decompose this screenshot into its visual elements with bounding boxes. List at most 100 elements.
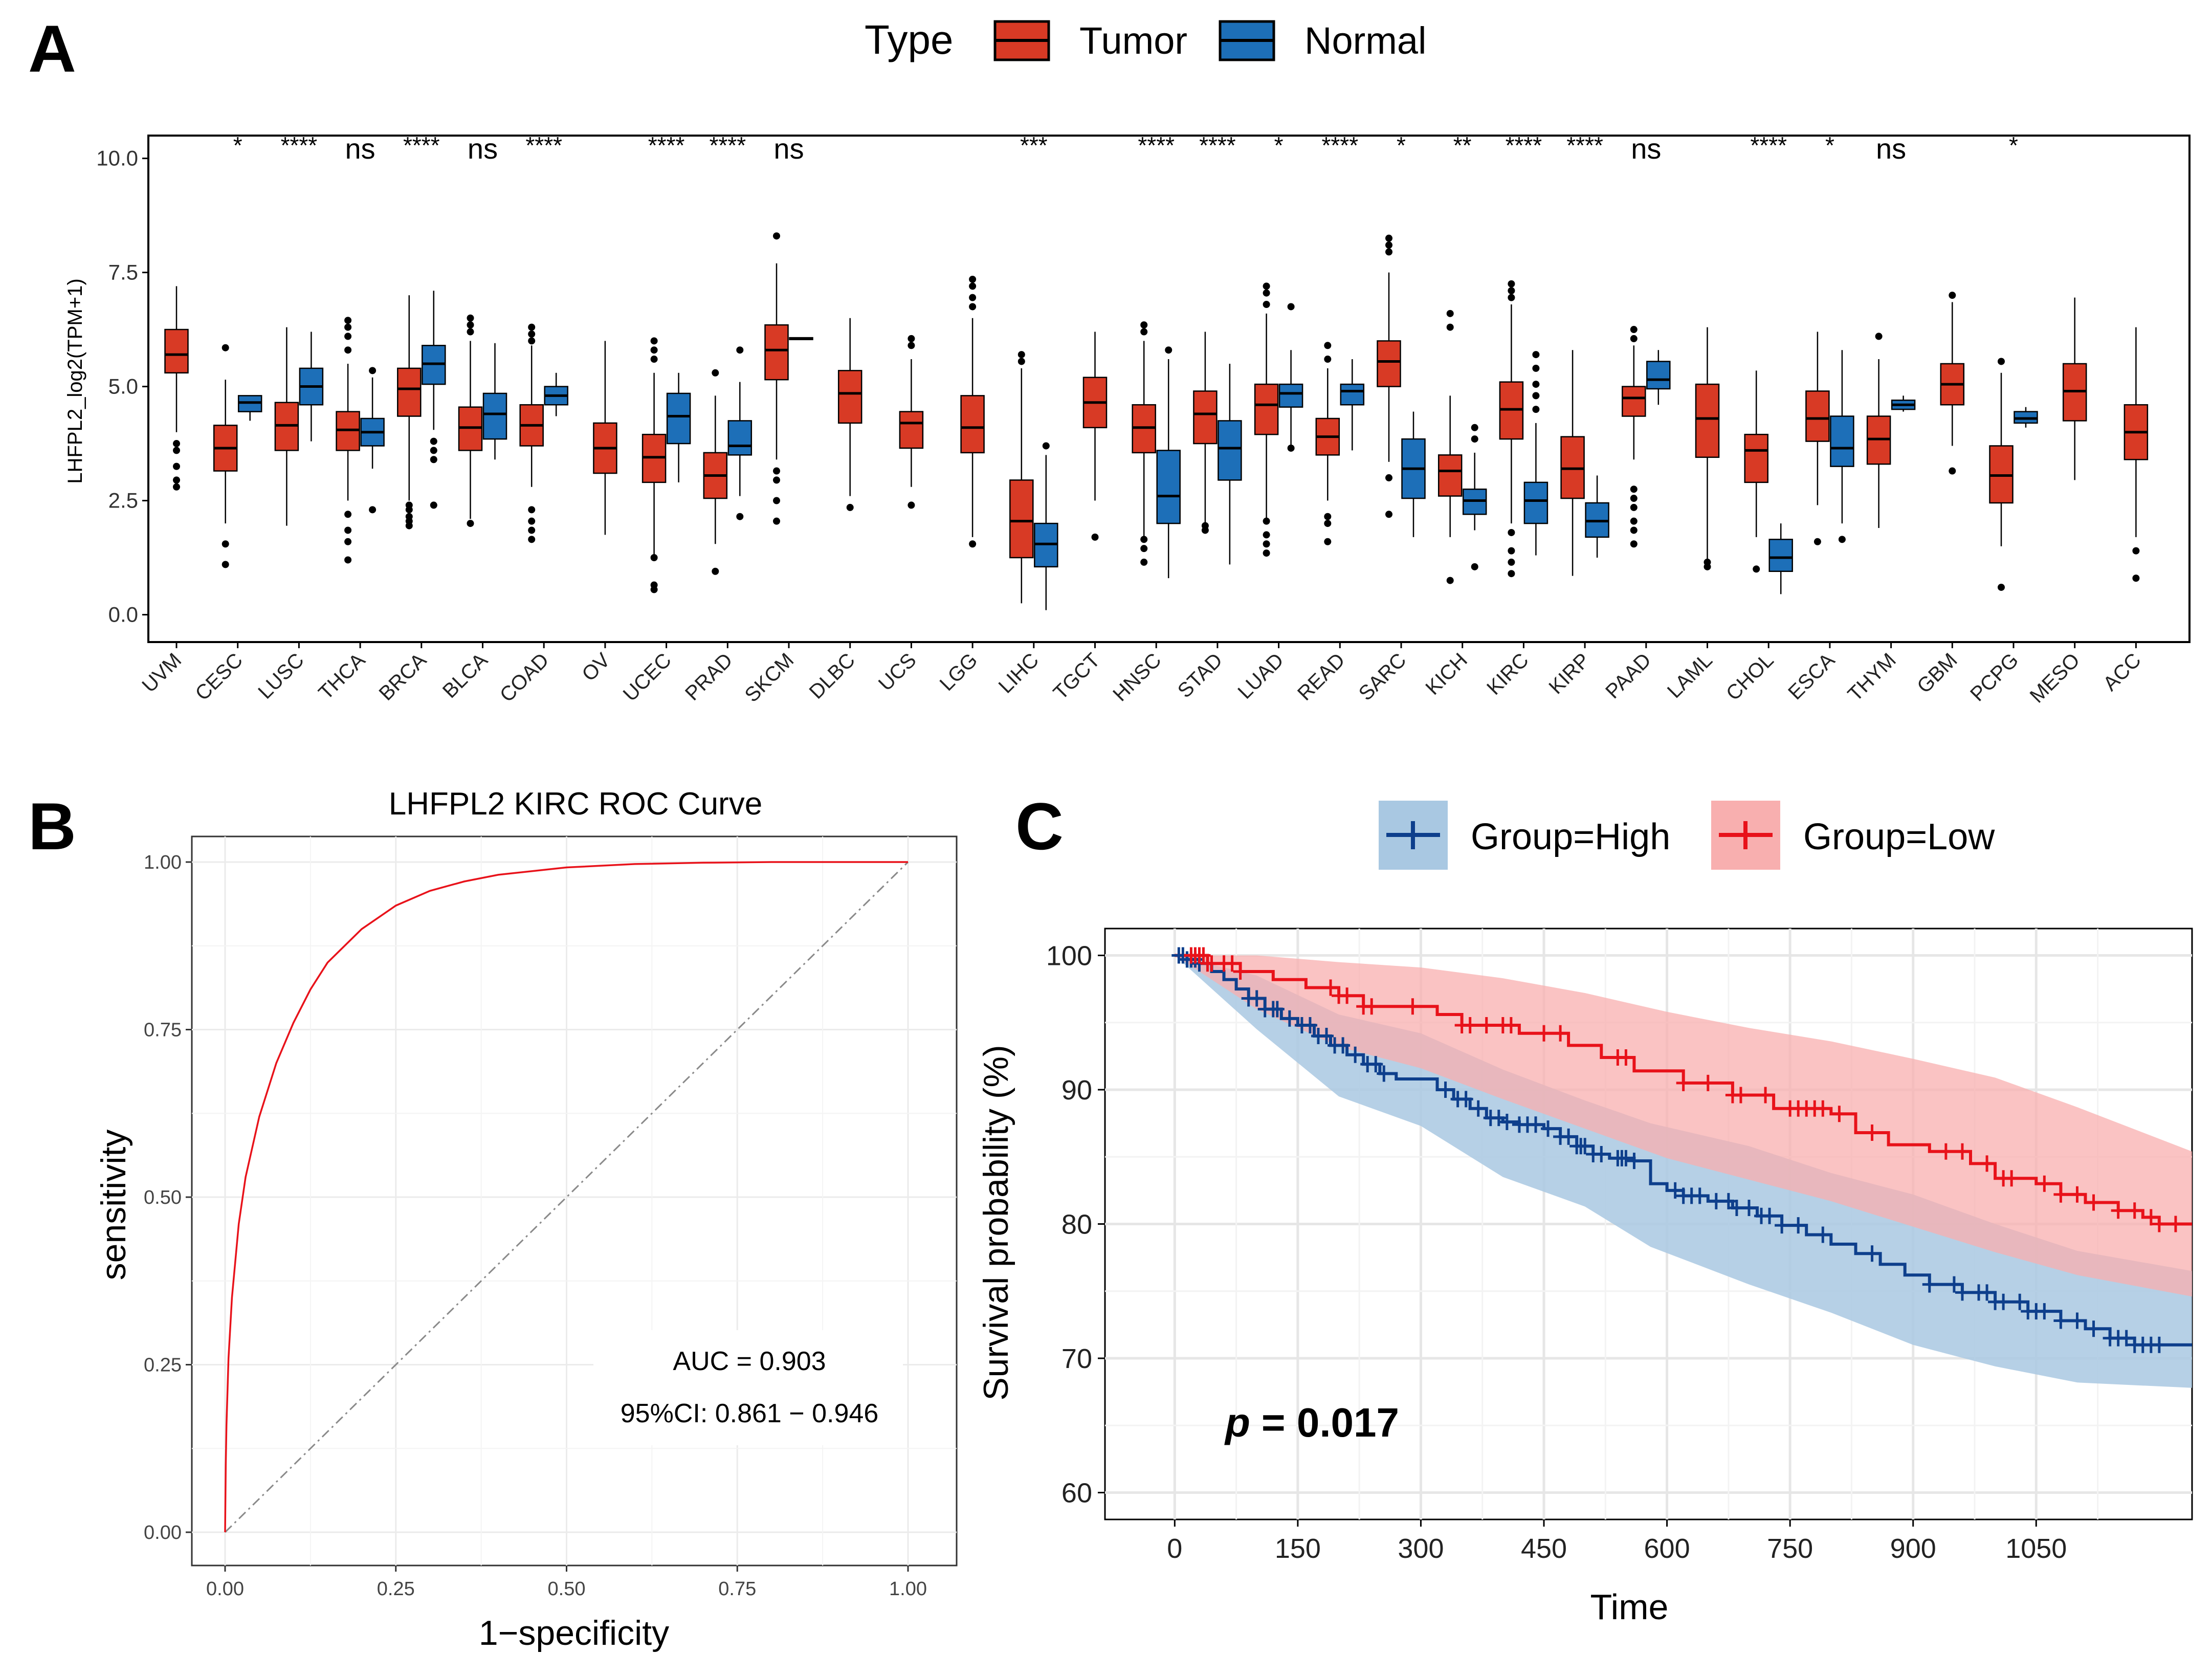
censor-mark-high <box>2037 1303 2052 1320</box>
censor-mark-low <box>1323 979 1338 996</box>
box-tumor-LIHC <box>1009 351 1034 604</box>
censor-mark-high <box>1270 1001 1285 1018</box>
legend-label-tumor: Tumor <box>1079 19 1187 62</box>
censor-mark-high <box>1528 1116 1543 1133</box>
box <box>1193 390 1218 445</box>
box-tumor-LAML <box>1695 327 1720 570</box>
roc-x-label: 1−specificity <box>479 1614 669 1652</box>
censor-mark-low <box>1980 1155 1995 1172</box>
y-tick-label: 0.25 <box>144 1355 182 1376</box>
box-normal-SARC <box>1401 411 1426 537</box>
panel-a-frame <box>147 135 2191 643</box>
outlier-point <box>1630 526 1638 534</box>
ci-label: 95%CI: 0.861 − 0.946 <box>621 1399 879 1428</box>
outlier-point <box>1324 356 1332 363</box>
outlier-point <box>736 513 744 520</box>
pvalue-label: p = 0.017 <box>1224 1400 1399 1445</box>
censor-mark-low <box>1503 1017 1518 1033</box>
outlier-point <box>430 501 437 509</box>
km-x-label: Time <box>1590 1587 1669 1627</box>
box-tumor-KICH <box>1437 310 1463 584</box>
outlier-point <box>1998 358 2005 365</box>
y-tick-label: 2.5 <box>108 489 138 513</box>
box-normal-PRAD <box>727 346 753 520</box>
censor-mark-high <box>1922 1276 1937 1293</box>
outlier-point <box>1630 495 1638 502</box>
box-tumor-THYM <box>1866 333 1891 528</box>
box <box>764 324 789 381</box>
outlier-point <box>1949 292 1956 299</box>
censor-mark-high <box>1955 1284 1970 1301</box>
censor-mark-high <box>1692 1187 1707 1204</box>
box-normal-PAAD <box>1646 350 1671 405</box>
panel-a-boxes <box>164 232 2149 610</box>
censor-mark-high <box>1791 1217 1806 1234</box>
box <box>1744 433 1768 483</box>
outlier-point <box>1532 351 1540 359</box>
censor-mark-high <box>2152 1336 2166 1353</box>
outlier-point <box>1508 570 1515 578</box>
censor-mark-low <box>2111 1202 2126 1219</box>
outlier-point <box>1324 513 1332 520</box>
box-tumor-KIRP <box>1560 350 1585 576</box>
outlier-point <box>1813 538 1821 545</box>
outlier-point <box>344 317 352 324</box>
pvalue-value: = 0.017 <box>1262 1400 1399 1445</box>
outlier-point <box>467 314 474 322</box>
censor-mark-low <box>2037 1175 2052 1192</box>
outlier-point <box>846 503 854 511</box>
box-tumor-KIRC <box>1499 280 1524 578</box>
outlier-point <box>1385 234 1392 242</box>
censor-mark-high <box>1729 1200 1744 1216</box>
outlier-point <box>222 540 229 548</box>
box-tumor-READ <box>1315 342 1340 545</box>
x-tick-label: 0.25 <box>377 1578 415 1600</box>
outlier-point <box>1508 287 1515 295</box>
box <box>960 395 985 454</box>
box-normal-KICH <box>1462 424 1487 570</box>
box-normal-ESCA <box>1830 350 1854 543</box>
outlier-point <box>1508 547 1515 555</box>
outlier-point <box>1630 335 1638 342</box>
box-normal-HNSC <box>1156 346 1181 579</box>
box-normal-SKCM <box>789 337 813 340</box>
outlier-point <box>969 540 977 548</box>
outlier-point <box>712 567 719 575</box>
y-tick-label: 100 <box>1046 941 1092 972</box>
outlier-point <box>1385 511 1392 518</box>
outlier-point <box>1385 241 1392 249</box>
box-tumor-BLCA <box>458 314 483 527</box>
outlier-point <box>173 440 180 448</box>
box-normal-STAD <box>1218 363 1242 565</box>
box-tumor-CHOL <box>1744 370 1768 573</box>
outlier-point <box>969 303 977 311</box>
x-tick-label: 1.00 <box>889 1578 927 1600</box>
legend-label-normal: Normal <box>1304 19 1426 62</box>
y-tick-label: 0.0 <box>108 602 138 626</box>
outlier-point <box>1263 540 1270 548</box>
significance-label: ns <box>1631 133 1661 165</box>
outlier-point <box>1753 565 1760 573</box>
outlier-point <box>1630 503 1638 511</box>
significance-label: ns <box>468 133 498 165</box>
censor-mark-high <box>1368 1056 1383 1073</box>
box-tumor-TGCT <box>1082 332 1108 541</box>
panel-c: Group=High Group=Low 0 150 300 450 600 750 900… <box>977 801 2193 1627</box>
y-tick-label: 90 <box>1061 1075 1092 1106</box>
box-normal-BRCA <box>422 291 446 509</box>
outlier-point <box>650 337 658 345</box>
km-confidence-bands <box>1175 955 2192 1388</box>
x-tick-label: 0.75 <box>718 1578 756 1600</box>
outlier-point <box>1263 531 1270 539</box>
outlier-point <box>1471 435 1478 443</box>
outlier-point <box>1140 321 1148 329</box>
box-tumor-MESO <box>2062 297 2087 480</box>
significance-label: ns <box>773 133 804 165</box>
box <box>1156 450 1181 524</box>
censor-mark-high <box>1668 1182 1683 1199</box>
censor-mark-high <box>2070 1312 2085 1329</box>
x-tick-label: 600 <box>1644 1533 1690 1564</box>
outlier-point <box>1838 536 1846 543</box>
outlier-point <box>1532 406 1540 413</box>
